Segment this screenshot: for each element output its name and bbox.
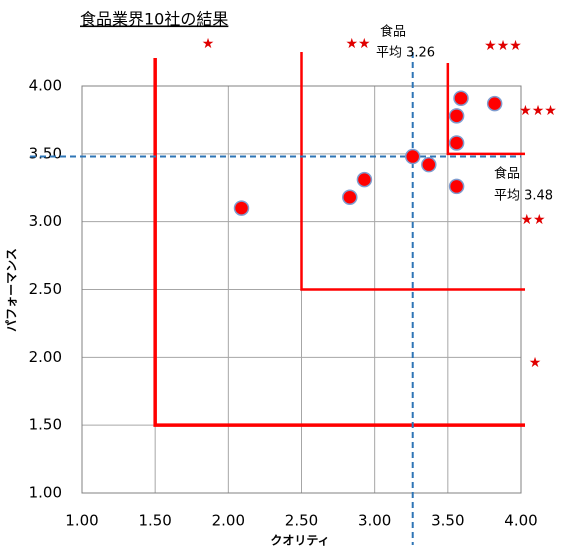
x-axis-title: クオリティ (270, 534, 329, 548)
y-tick-label: 1.00 (29, 484, 62, 502)
point (448, 108, 465, 124)
point (448, 135, 465, 151)
rating: ★ (529, 355, 542, 371)
rating: ★★ (520, 212, 545, 228)
reference-label: 平均 3.26 (376, 46, 435, 61)
rating: ★★★ (484, 38, 522, 54)
y-tick-label: 2.50 (29, 280, 62, 298)
y-tick-label: 3.00 (29, 212, 62, 230)
x-tick-label: 1.00 (65, 512, 98, 530)
rating: ★★★ (519, 103, 557, 119)
x-tick-label: 2.00 (212, 512, 245, 530)
x-tick-label: 3.00 (358, 512, 391, 530)
zone-line (446, 63, 525, 156)
rating: ★ (202, 36, 215, 52)
chart-title: 食品業界10社の結果 (80, 10, 228, 29)
point (233, 200, 250, 216)
y-tick-label: 1.50 (29, 416, 62, 434)
y-axis-title: パフォーマンス (5, 248, 19, 332)
x-tick-label: 1.50 (138, 512, 171, 530)
point (486, 95, 503, 112)
y-tick-label: 2.00 (29, 348, 62, 366)
reference-label: 食品 (494, 166, 520, 182)
reference-label: 平均 3.48 (494, 189, 553, 204)
x-tick-label: 2.50 (285, 512, 318, 530)
zone-line (153, 58, 525, 427)
point (342, 189, 358, 205)
point (356, 171, 373, 188)
zone-line (300, 52, 525, 291)
point (421, 156, 437, 173)
reference-label: 食品 (380, 24, 406, 40)
y-tick-label: 3.50 (29, 144, 62, 162)
y-tick-label: 4.00 (29, 77, 62, 95)
point (448, 178, 465, 195)
point (404, 148, 421, 165)
x-tick-label: 3.50 (431, 512, 464, 530)
rating: ★★ (345, 36, 370, 52)
x-tick-label: 4.00 (504, 512, 537, 530)
point (453, 90, 469, 106)
